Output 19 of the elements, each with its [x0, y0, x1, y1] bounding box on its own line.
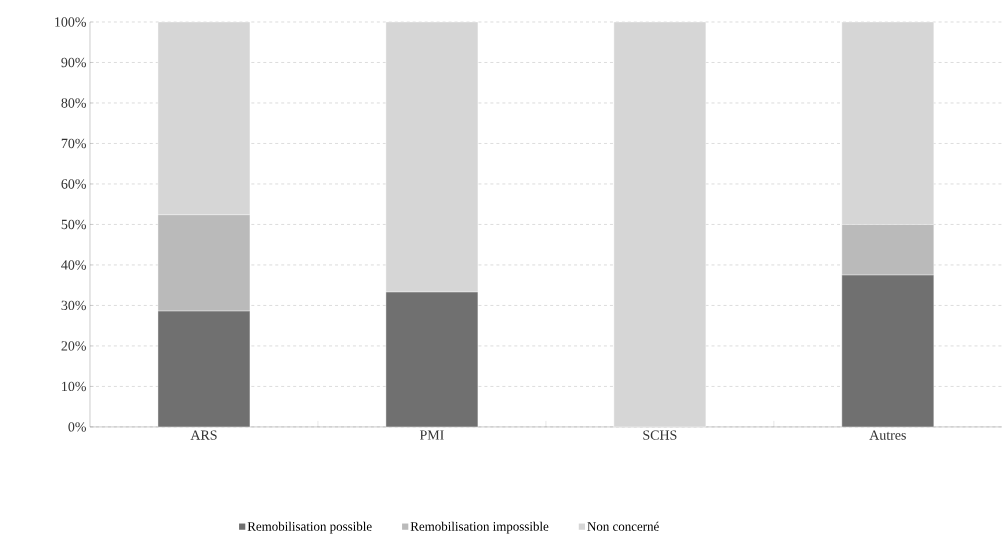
y-tick-label: 70% [61, 138, 86, 149]
y-tick-label: 80% [61, 98, 86, 108]
x-tick-label: Autres [869, 430, 906, 440]
y-tick-label: 60% [61, 179, 86, 189]
legend-label: Non concerné [587, 521, 659, 531]
y-tick-label: 20% [61, 341, 86, 351]
y-tick-label: 10% [62, 381, 86, 392]
x-tick-label: PMI [419, 430, 444, 440]
bar [613, 21, 707, 428]
legend-label: Remobilisation possible [247, 521, 372, 534]
y-tick-label: 40% [61, 260, 86, 270]
legend-label: Remobilisation impossible [410, 521, 549, 534]
y-tick-label: 90% [61, 57, 86, 68]
y-tick-label: 0% [68, 422, 86, 432]
x-tick-label: SCHS [643, 430, 677, 440]
y-tick-label: 30% [61, 300, 86, 311]
x-tick-label: ARS [190, 430, 217, 440]
y-tick-label: 50% [61, 219, 86, 230]
y-tick-label: 100% [55, 17, 86, 27]
